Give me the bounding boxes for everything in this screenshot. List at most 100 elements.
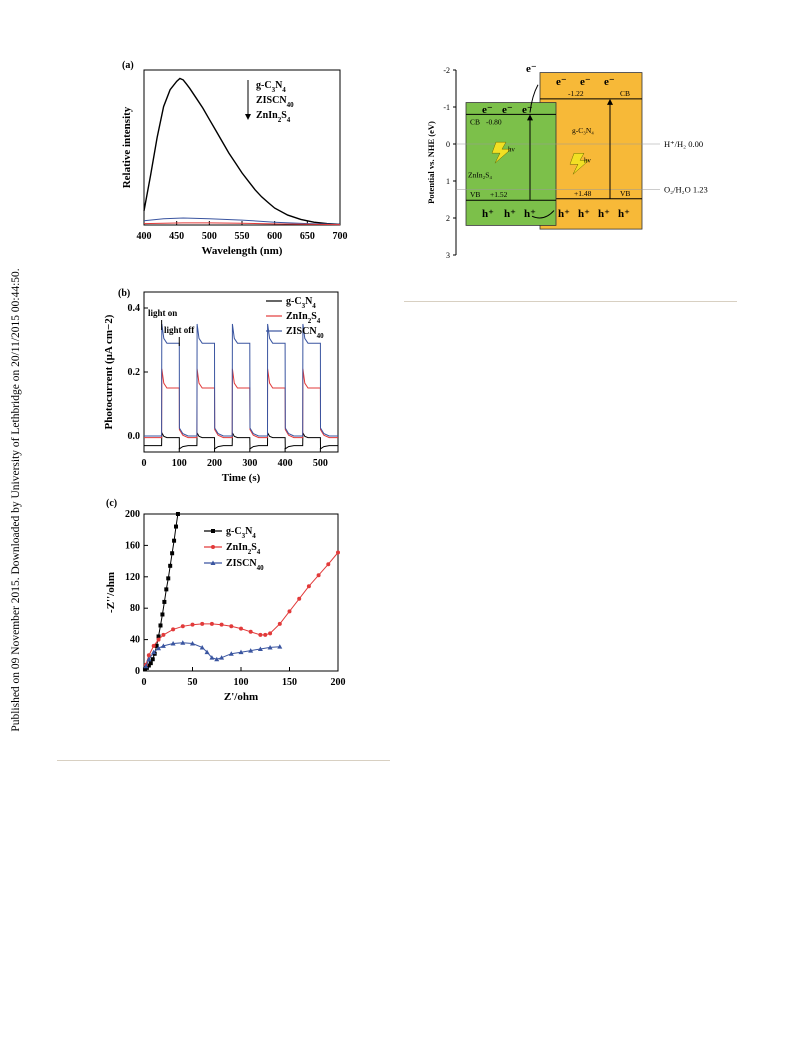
chart-c: (c) 0 50 100 150 200 0 40 80 120 160 200 Z'/ohm -Z''/… <box>105 498 346 703</box>
data-point-circle <box>263 632 268 637</box>
data-point-triangle <box>146 656 152 662</box>
electron-gcn: e⁻ <box>556 76 567 88</box>
data-point-circle <box>229 624 234 629</box>
legend-entry-a: ZISCN40 <box>256 95 294 109</box>
y-tick-label-d: 3 <box>446 251 450 260</box>
hole-gcn: h⁺ <box>558 208 570 220</box>
series-line-b <box>144 430 338 450</box>
y-tick-label-b: 0.2 <box>128 367 141 378</box>
data-point-circle <box>209 621 214 626</box>
data-point-circle <box>161 632 166 637</box>
data-point-square <box>148 661 153 666</box>
gcn-cb-label: CB <box>620 89 630 98</box>
y-axis-label-d: Potential vs. NHE (eV) <box>426 121 436 204</box>
side-note-text: Published on 09 November 2015. Downloade… <box>10 268 22 732</box>
y-tick-label-d: 0 <box>446 140 450 149</box>
data-point-square <box>211 529 215 533</box>
chart-b: (b) 0 100 200 300 400 500 0.0 0.2 0.4 Time (s) Phot… <box>103 288 339 484</box>
data-point-square <box>168 563 173 568</box>
photon-bolt-zis <box>491 141 512 164</box>
x-tick-label-c: 50 <box>188 677 198 688</box>
data-point-triangle <box>209 655 215 660</box>
data-point-square <box>172 538 177 543</box>
zis-cb-value: -0.80 <box>486 117 502 126</box>
series-line-c <box>145 552 339 665</box>
data-point-triangle <box>210 560 216 565</box>
data-point-circle <box>151 643 156 648</box>
data-point-square <box>166 576 171 581</box>
divider-right <box>404 301 737 302</box>
x-axis-label-a: Wavelength (nm) <box>202 245 283 257</box>
x-tick-label-c: 200 <box>331 677 346 688</box>
legend-entry-b: g-C3N4 <box>286 296 316 310</box>
data-point-circle <box>277 621 282 626</box>
data-point-square <box>146 663 151 668</box>
redox-level-label: O₂/H₂O 1.23 <box>664 185 708 195</box>
y-tick-label-b: 0.4 <box>128 303 141 314</box>
data-point-square <box>162 599 167 604</box>
y-tick-label-c: 40 <box>130 635 140 646</box>
data-point-circle <box>297 596 302 601</box>
legend-entry-a: ZnIn2S4 <box>256 110 291 124</box>
data-point-square <box>170 551 175 556</box>
data-point-circle <box>239 626 243 631</box>
hole-gcn: h⁺ <box>598 208 610 220</box>
data-point-square <box>158 623 163 628</box>
x-tick-label-c: 150 <box>282 677 297 688</box>
electron-zis: e⁻ <box>482 104 493 116</box>
y-tick-label-c: 0 <box>135 666 140 677</box>
panel-label-b: (b) <box>118 288 130 299</box>
y-tick-label-b: 0.0 <box>128 431 141 442</box>
divider-left <box>57 760 390 761</box>
data-point-triangle <box>180 640 186 645</box>
x-tick-label-a: 500 <box>202 231 217 242</box>
y-tick-label-c: 160 <box>125 540 140 551</box>
electron-gcn: e⁻ <box>604 76 615 88</box>
data-point-circle <box>171 627 176 632</box>
data-point-circle <box>180 624 185 629</box>
data-point-circle <box>306 584 311 589</box>
panel-label-c: (c) <box>106 498 117 509</box>
excitation-arrowhead-gcn <box>607 98 613 105</box>
x-tick-label-c: 0 <box>142 677 147 688</box>
series-line-a <box>143 222 341 226</box>
data-point-square <box>174 524 179 529</box>
series-line-c <box>145 642 280 667</box>
y-tick-label-c: 200 <box>125 509 140 520</box>
series-line-b <box>144 323 338 437</box>
gcn-vb-value: +1.48 <box>574 189 592 198</box>
legend-entry-a: g-C3N4 <box>256 80 286 94</box>
data-point-circle <box>326 562 331 567</box>
zis-block <box>465 102 557 226</box>
legend-entry-c: ZISCN40 <box>226 558 264 572</box>
x-axis-label-c: Z'/ohm <box>224 691 258 703</box>
data-point-triangle <box>238 649 244 655</box>
data-point-triangle <box>160 643 166 648</box>
annotation-light-off: light off <box>164 325 195 335</box>
data-point-triangle <box>277 644 283 649</box>
excitation-arrowhead-zis <box>527 114 533 121</box>
data-point-circle <box>287 609 292 614</box>
x-axis-label-b: Time (s) <box>222 472 261 484</box>
annotation-light-on: light on <box>148 308 177 318</box>
data-point-square <box>150 657 155 662</box>
gcn-cb-value: -1.22 <box>568 89 584 98</box>
y-tick-label-d: 1 <box>446 177 450 186</box>
data-point-triangle <box>170 641 176 646</box>
data-point-triangle <box>190 641 195 646</box>
data-point-triangle <box>156 645 162 651</box>
data-point-circle <box>156 637 161 642</box>
electron-gcn: e⁻ <box>580 76 591 88</box>
x-tick-label-a: 650 <box>300 231 315 242</box>
data-point-square <box>156 634 161 639</box>
x-tick-label-b: 300 <box>242 458 257 469</box>
hole-gcn: h⁺ <box>618 208 630 220</box>
x-tick-label-c: 100 <box>234 677 249 688</box>
x-tick-label-b: 0 <box>142 458 147 469</box>
photon-label-zis: hν <box>508 145 515 153</box>
zis-vb-value: +1.52 <box>490 190 508 199</box>
electron-zis: e⁻ <box>522 104 533 116</box>
data-point-circle <box>336 550 340 555</box>
series-line-a <box>143 217 341 225</box>
data-point-circle <box>316 573 321 578</box>
